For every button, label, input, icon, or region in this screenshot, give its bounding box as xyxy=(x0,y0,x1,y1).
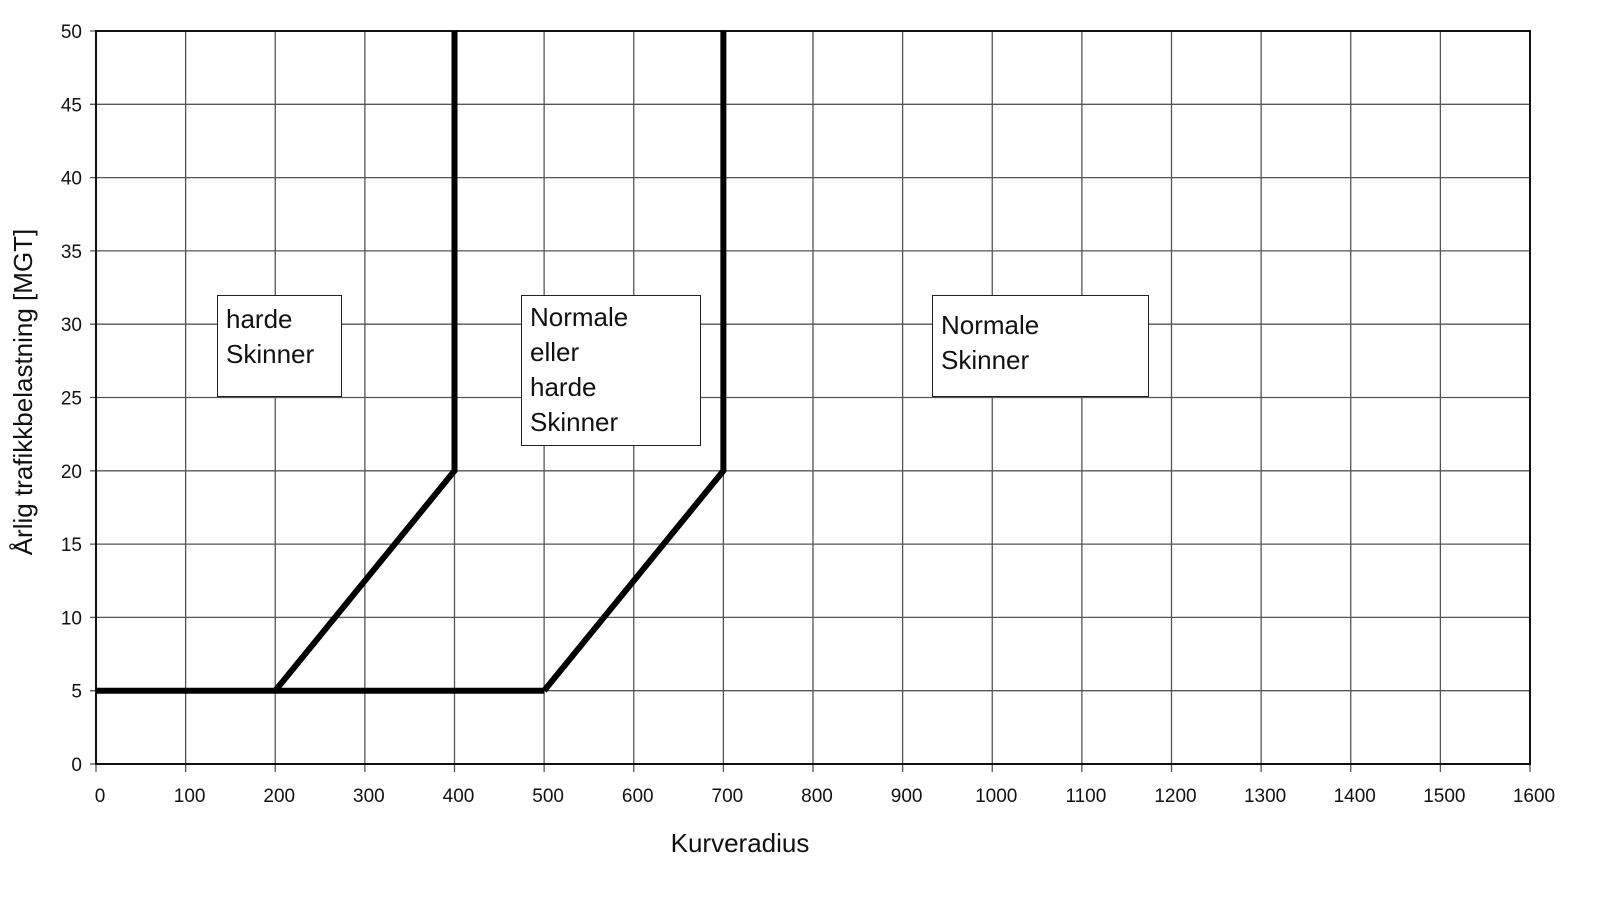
x-tick-label: 400 xyxy=(443,786,475,807)
y-tick-label: 35 xyxy=(61,242,82,263)
label-line: harde xyxy=(530,372,597,402)
label-normal-rails: Normale Skinner xyxy=(932,295,1149,397)
y-tick-label: 45 xyxy=(61,95,82,116)
x-tick-label: 1600 xyxy=(1513,786,1555,807)
y-axis-title: Årlig trafikkbelastning [MGT] xyxy=(8,229,38,556)
plot-frame xyxy=(95,30,1531,765)
y-tick-label: 15 xyxy=(61,535,82,556)
x-tick-label: 800 xyxy=(801,786,833,807)
boundary-line xyxy=(272,31,458,693)
label-line: Skinner xyxy=(226,339,315,369)
x-tick-label: 900 xyxy=(891,786,923,807)
y-tick-label: 5 xyxy=(71,682,82,703)
label-line: Skinner xyxy=(941,345,1030,375)
grid-lines xyxy=(90,30,1531,772)
boundary-line xyxy=(541,31,727,693)
label-line: Normale xyxy=(941,310,1040,340)
x-tick-label: 1200 xyxy=(1154,786,1196,807)
y-axis-ticks: 0 5 10 15 20 25 30 35 40 45 50 xyxy=(61,22,82,776)
boundary-lines xyxy=(96,31,727,694)
y-tick-label: 0 xyxy=(71,755,82,776)
y-tick-label: 40 xyxy=(61,169,82,190)
x-tick-label: 1100 xyxy=(1065,786,1106,807)
label-line: harde xyxy=(226,304,293,334)
x-axis-ticks: 0 100 200 300 400 500 600 700 800 900 1000 1100 1200… xyxy=(95,786,1555,807)
label-line: Skinner xyxy=(530,407,619,437)
y-tick-label: 25 xyxy=(61,389,82,410)
x-axis-title: Kurveradius xyxy=(671,828,810,858)
x-tick-label: 0 xyxy=(95,786,106,807)
x-tick-label: 500 xyxy=(532,786,564,807)
label-line: eller xyxy=(530,337,580,367)
label-hard-rails: harde Skinner xyxy=(217,295,342,397)
x-tick-label: 300 xyxy=(353,786,385,807)
x-tick-label: 100 xyxy=(174,786,206,807)
x-tick-label: 1400 xyxy=(1334,786,1376,807)
y-tick-label: 20 xyxy=(61,462,82,483)
y-tick-label: 10 xyxy=(61,608,82,629)
x-tick-label: 600 xyxy=(622,786,654,807)
y-tick-label: 50 xyxy=(61,22,82,43)
y-tick-label: 30 xyxy=(61,315,82,336)
x-tick-label: 1000 xyxy=(975,786,1017,807)
label-normal-or-hard-rails: Normale eller harde Skinner xyxy=(521,295,701,446)
x-tick-label: 700 xyxy=(712,786,744,807)
x-tick-label: 200 xyxy=(263,786,295,807)
label-line: Normale xyxy=(530,302,629,332)
x-tick-label: 1300 xyxy=(1244,786,1286,807)
x-tick-label: 1500 xyxy=(1423,786,1465,807)
